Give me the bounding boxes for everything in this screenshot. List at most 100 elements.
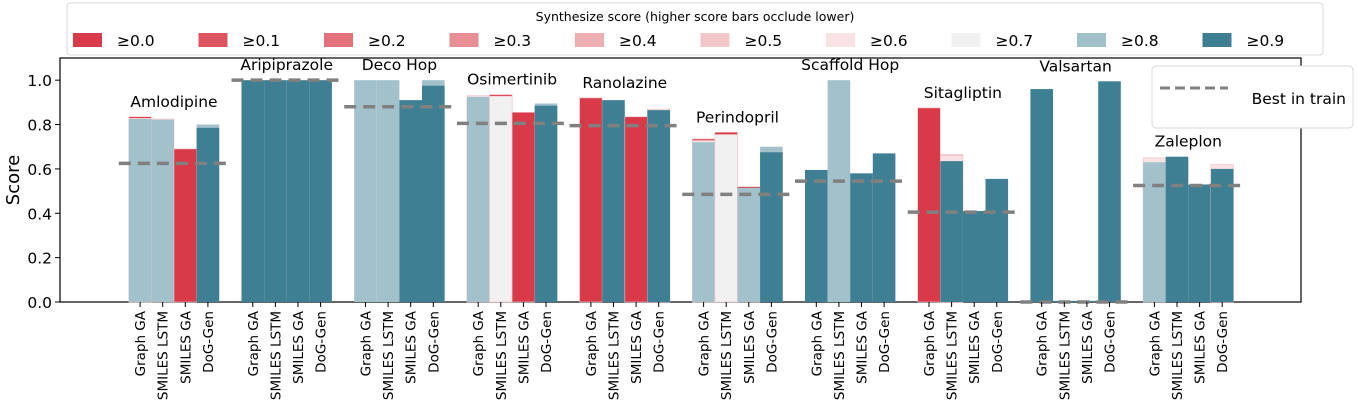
bar-scaffold-hop-2	[850, 173, 873, 302]
legend-label: ≥0.8	[1121, 32, 1159, 50]
x-tick-label: SMILES GA	[967, 310, 983, 384]
bar-sitagliptin-2	[962, 211, 986, 302]
x-tick-label: Graph GA	[471, 310, 487, 376]
axes-frame	[59, 57, 1302, 303]
x-tick-label: DoG-Gen	[539, 311, 555, 373]
bar-deco-hop-1	[376, 80, 400, 302]
x-tick-label: SMILES LSTM	[719, 311, 735, 400]
group-label: Valsartan	[1039, 57, 1112, 75]
group-label: Perindopril	[696, 108, 779, 126]
x-tick-label: SMILES GA	[404, 310, 420, 384]
x-tick-label: SMILES GA	[1193, 310, 1209, 384]
legend-swatch	[324, 33, 353, 47]
legend-label: ≥0.2	[368, 32, 406, 50]
x-tick-label: SMILES LSTM	[1170, 311, 1186, 400]
bar-sitagliptin-0	[917, 107, 941, 303]
group-label: Aripiprazole	[240, 56, 333, 74]
plot-area: 0.0 0.2 0.4 0.6 0.8 1.0	[27, 57, 1302, 312]
best-legend-label: Best in train	[1252, 90, 1346, 108]
legend-swatch	[449, 33, 479, 47]
x-tick-label: Graph GA	[584, 310, 600, 376]
x-tick-label: DoG-Gen	[764, 311, 780, 373]
x-tick-label: Graph GA	[359, 310, 375, 376]
bar-ranolazine-1	[602, 100, 625, 303]
x-tick-label: SMILES LSTM	[1057, 311, 1073, 400]
y-tick-label: 0.8	[27, 117, 52, 135]
bar-aripiprazole-0	[241, 80, 265, 302]
bar-sitagliptin-1	[940, 161, 963, 302]
bar-scaffold-hop-3	[872, 153, 896, 302]
group-label: Scaffold Hop	[801, 56, 899, 74]
legend-swatch	[1202, 33, 1232, 47]
legend-swatch	[700, 33, 730, 47]
x-tick-label: SMILES GA	[516, 310, 532, 384]
x-tick-label: Graph GA	[809, 310, 825, 376]
bar-zaleplon-3	[1210, 168, 1234, 302]
bar-amlodipine-2	[173, 148, 197, 303]
synth-score-legend: Synthesize score (higher score bars occl…	[66, 2, 1324, 56]
x-tick-label: DoG-Gen	[990, 311, 1006, 373]
x-tick-label: SMILES GA	[291, 310, 307, 384]
x-tick-label: SMILES GA	[178, 310, 194, 384]
group-label: Ranolazine	[582, 74, 667, 92]
legend-label: ≥0.1	[243, 32, 281, 50]
bar-aripiprazole-1	[264, 80, 287, 302]
x-tick-label: SMILES GA	[1080, 310, 1096, 384]
x-tick-label: SMILES LSTM	[832, 311, 848, 400]
x-tick-label: SMILES LSTM	[268, 311, 284, 400]
bar-osimertinib-2	[511, 112, 535, 303]
x-tick-label: DoG-Gen	[201, 311, 217, 373]
bar-perindopril-1	[714, 134, 738, 303]
x-tick-label: Graph GA	[246, 310, 262, 376]
bar-aripiprazole-3	[309, 80, 332, 302]
bar-osimertinib-1	[489, 95, 513, 303]
legend-label: ≥0.5	[745, 32, 783, 50]
group-label: Amlodipine	[130, 93, 217, 111]
bar-perindopril-0	[692, 142, 715, 302]
best-legend-frame	[1151, 65, 1354, 129]
bar-amlodipine-1	[151, 119, 174, 302]
group-label: Deco Hop	[362, 56, 437, 74]
x-tick-label: SMILES LSTM	[494, 311, 510, 400]
legend-swatch	[73, 33, 102, 47]
bar-osimertinib-0	[466, 96, 490, 303]
legend-frame	[66, 2, 1324, 56]
y-tick-label: 0.6	[27, 161, 52, 179]
bar-valsartan-3	[1098, 81, 1121, 302]
bar-scaffold-hop-0	[805, 170, 828, 302]
x-tick-label: SMILES LSTM	[381, 311, 397, 400]
x-tick-label: SMILES GA	[629, 310, 645, 384]
bar-osimertinib-3	[534, 105, 558, 302]
bar-perindopril-3	[760, 152, 783, 302]
bar-deco-hop-0	[354, 80, 377, 302]
best-in-train-legend: Best in train	[1151, 65, 1354, 129]
bar-zaleplon-2	[1188, 184, 1211, 302]
x-tick-label: SMILES GA	[855, 310, 871, 384]
legend-swatch	[575, 33, 604, 47]
y-tick-label: 0.2	[27, 250, 52, 268]
x-tick-label: DoG-Gen	[652, 311, 668, 373]
x-tick-label: SMILES LSTM	[945, 311, 961, 400]
legend-swatch	[198, 33, 228, 47]
bar-deco-hop-3	[422, 85, 445, 303]
x-tick-label: Graph GA	[922, 310, 938, 376]
bar-deco-hop-2	[399, 100, 422, 303]
x-tick-label: DoG-Gen	[1103, 311, 1119, 373]
bar-aripiprazole-2	[286, 80, 310, 302]
bar-ranolazine-3	[647, 110, 670, 302]
x-tick-label: DoG-Gen	[314, 311, 330, 373]
x-tick-label: DoG-Gen	[426, 311, 442, 373]
x-tick-label: Graph GA	[133, 310, 149, 376]
group-label: Sitagliptin	[924, 84, 1002, 102]
x-tick-label: DoG-Gen	[877, 311, 893, 373]
x-tick-label: SMILES GA	[742, 310, 758, 384]
bar-perindopril-2	[737, 187, 761, 302]
x-tick-label: Graph GA	[697, 310, 713, 376]
legend-label: ≥0.7	[996, 32, 1034, 50]
legend-label: ≥0.3	[494, 32, 532, 50]
x-tick-label: Graph GA	[1147, 310, 1163, 376]
group-label: Zaleplon	[1155, 133, 1222, 151]
legend-label: ≥0.4	[619, 32, 657, 50]
legend-label: ≥0.6	[870, 32, 908, 50]
